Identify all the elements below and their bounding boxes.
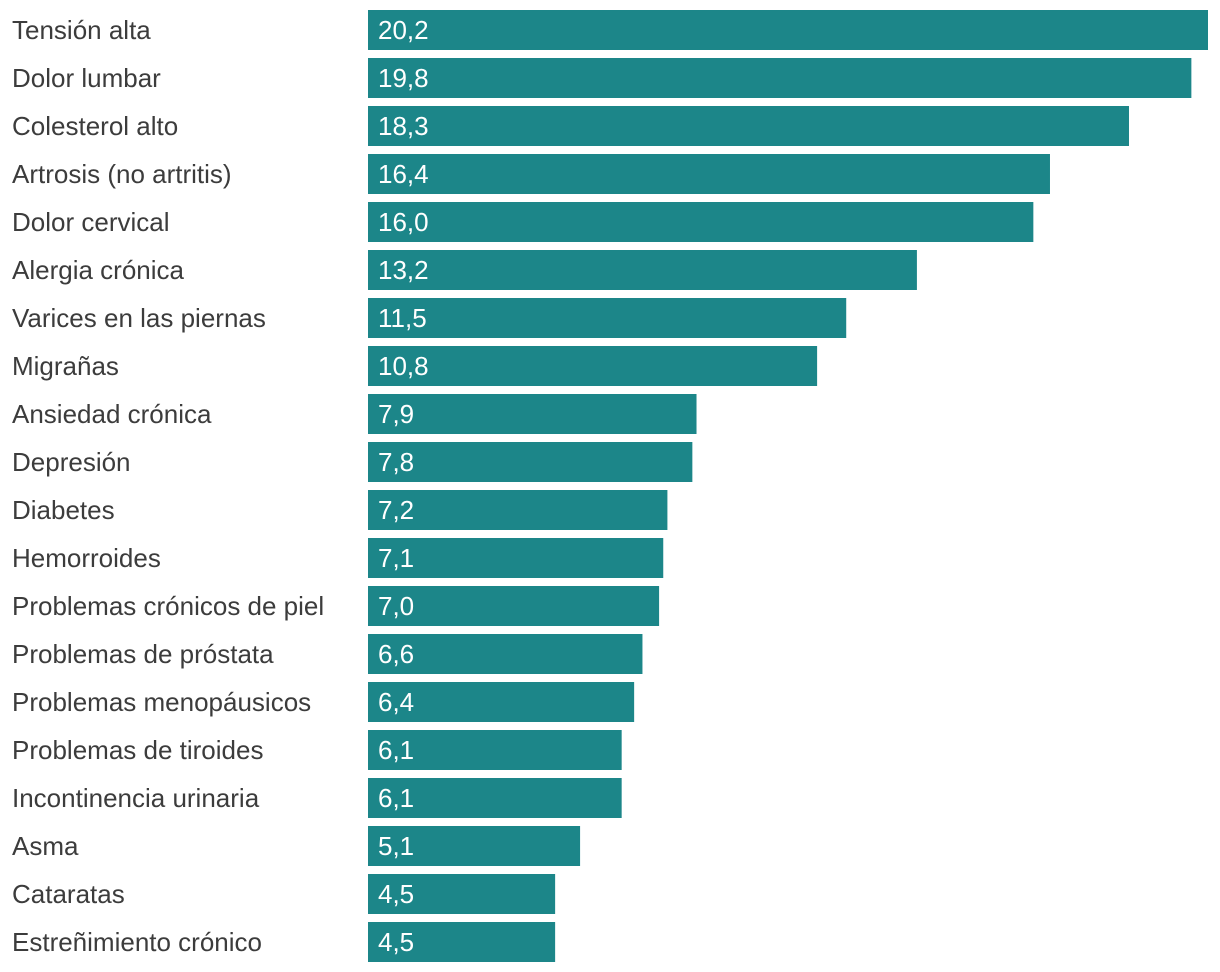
bar-value-label: 4,5 <box>378 927 414 957</box>
bar <box>368 202 1034 242</box>
bar-value-label: 7,8 <box>378 447 414 477</box>
bar-value-label: 16,4 <box>378 159 429 189</box>
category-label: Dolor cervical <box>12 207 170 237</box>
category-label: Cataratas <box>12 879 125 909</box>
category-label: Diabetes <box>12 495 115 525</box>
bar <box>368 730 622 770</box>
bar-value-label: 11,5 <box>378 303 427 333</box>
bar <box>368 586 660 626</box>
category-label: Dolor lumbar <box>12 63 161 93</box>
bar <box>368 250 917 290</box>
bar <box>368 106 1129 146</box>
bar <box>368 874 556 914</box>
category-label: Artrosis (no artritis) <box>12 159 232 189</box>
value-labels: 20,2 19,8 18,3 16,4 16,0 13,2 11,5 10,8 7,9 7,8 7,… <box>378 15 429 957</box>
category-label: Ansiedad crónica <box>12 399 212 429</box>
bar-value-label: 6,4 <box>378 687 414 717</box>
category-label: Hemorroides <box>12 543 161 573</box>
category-label: Incontinencia urinaria <box>12 783 260 813</box>
bar <box>368 58 1192 98</box>
category-label: Problemas de tiroides <box>12 735 263 765</box>
category-label: Problemas crónicos de piel <box>12 591 324 621</box>
bar-value-label: 18,3 <box>378 111 429 141</box>
category-label: Depresión <box>12 447 131 477</box>
bar <box>368 346 818 386</box>
bar-value-label: 6,1 <box>378 783 414 813</box>
bar-value-label: 13,2 <box>378 255 429 285</box>
bar-value-label: 7,9 <box>378 399 414 429</box>
bar-value-label: 6,6 <box>378 639 414 669</box>
bars <box>368 10 1208 962</box>
bar-value-label: 19,8 <box>378 63 429 93</box>
bar-value-label: 7,2 <box>378 495 414 525</box>
bar-value-label: 20,2 <box>378 15 429 45</box>
bar <box>368 682 635 722</box>
category-labels: Tensión alta Dolor lumbar Colesterol alto A… <box>12 15 324 957</box>
category-label: Asma <box>12 831 79 861</box>
category-label: Alergia crónica <box>12 255 185 285</box>
bar <box>368 10 1208 50</box>
bar-value-label: 16,0 <box>378 207 429 237</box>
bar-value-label: 6,1 <box>378 735 414 765</box>
bar-value-label: 7,0 <box>378 591 414 621</box>
bar-value-label: 7,1 <box>378 543 414 573</box>
category-label: Varices en las piernas <box>12 303 266 333</box>
bar <box>368 922 556 962</box>
category-label: Tensión alta <box>12 15 151 45</box>
category-label: Migrañas <box>12 351 119 381</box>
bar-value-label: 10,8 <box>378 351 429 381</box>
bar <box>368 394 697 434</box>
bar <box>368 298 847 338</box>
category-label: Estreñimiento crónico <box>12 927 262 957</box>
bar <box>368 442 693 482</box>
bar <box>368 778 622 818</box>
bar-value-label: 5,1 <box>378 831 414 861</box>
bar <box>368 634 643 674</box>
category-label: Colesterol alto <box>12 111 178 141</box>
bar <box>368 826 581 866</box>
bar <box>368 538 664 578</box>
bar-value-label: 4,5 <box>378 879 414 909</box>
category-label: Problemas menopáusicos <box>12 687 311 717</box>
bar <box>368 154 1050 194</box>
category-label: Problemas de próstata <box>12 639 274 669</box>
bar <box>368 490 668 530</box>
